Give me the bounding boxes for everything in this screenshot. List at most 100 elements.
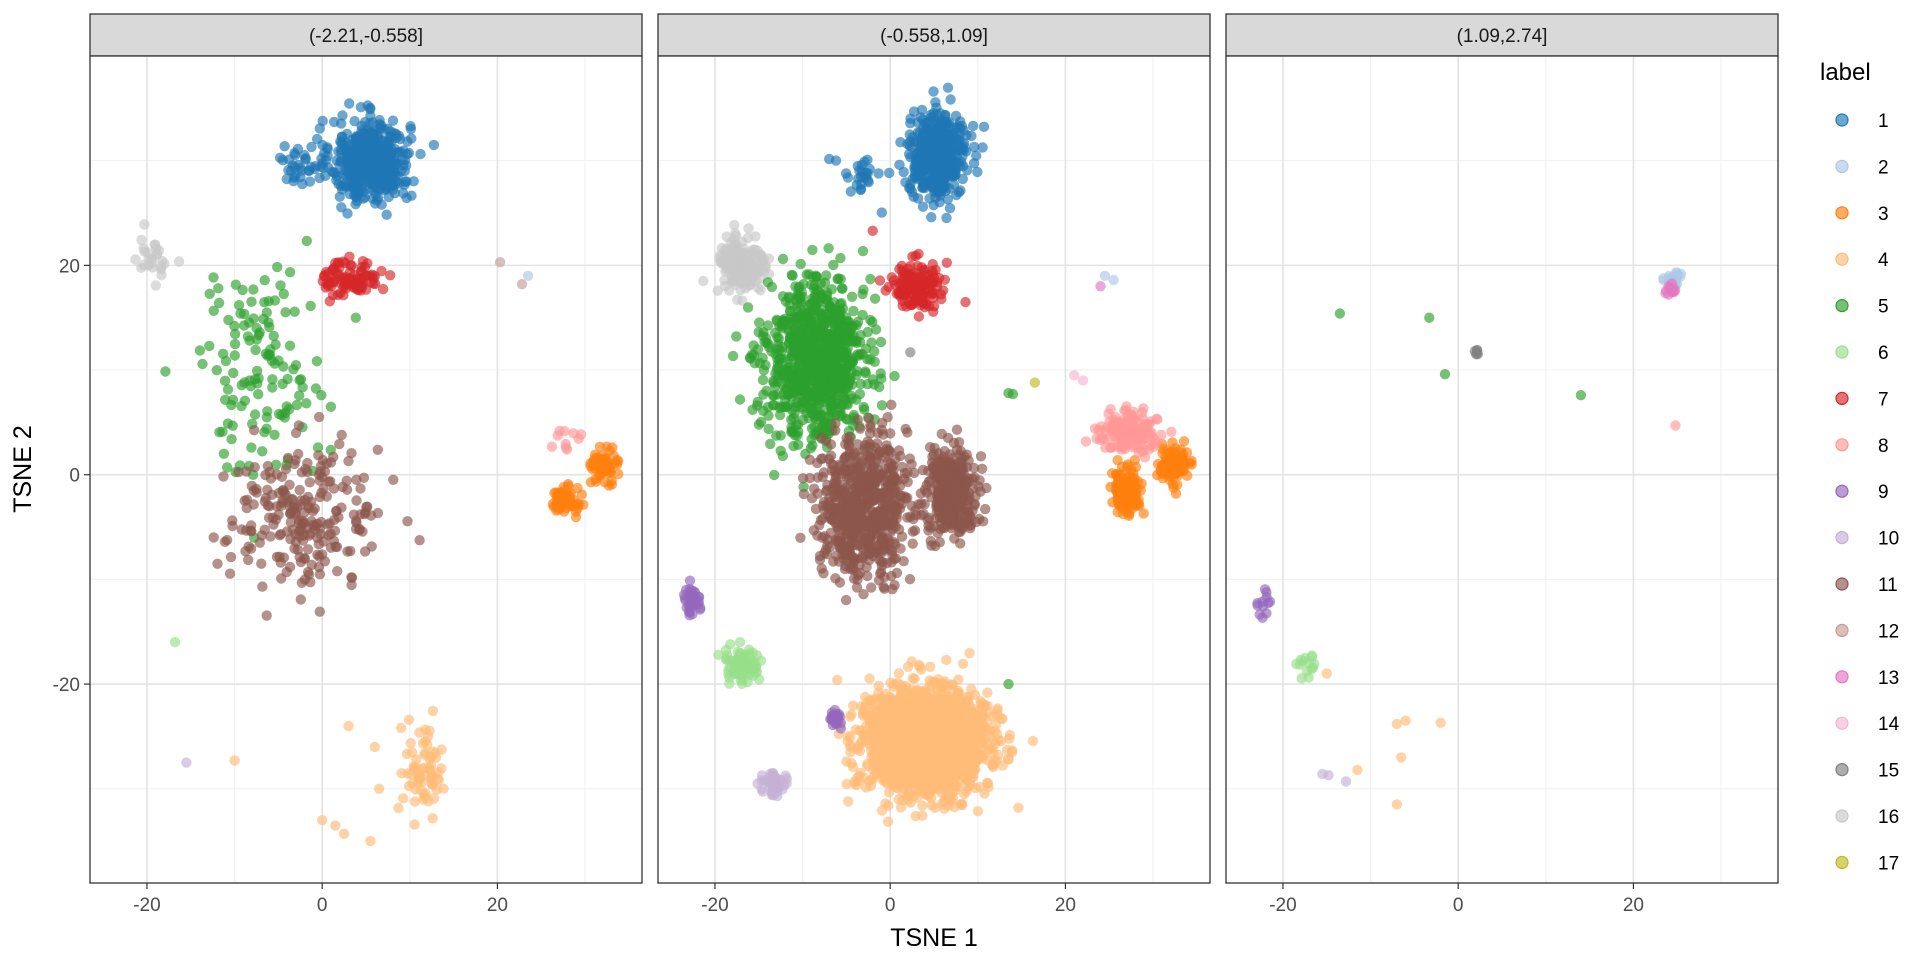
data-point-label-5 bbox=[227, 420, 238, 431]
data-point-label-1 bbox=[320, 170, 331, 181]
scatter-points bbox=[130, 98, 624, 847]
data-point-label-11 bbox=[268, 519, 279, 530]
data-point-label-11 bbox=[355, 483, 366, 494]
data-point-label-11 bbox=[969, 472, 980, 483]
data-point-label-5 bbox=[261, 307, 272, 318]
data-point-label-8 bbox=[1138, 426, 1149, 438]
data-point-label-1 bbox=[279, 141, 290, 152]
data-point-label-5 bbox=[801, 340, 813, 351]
data-point-label-5 bbox=[772, 389, 783, 400]
data-point-label-3 bbox=[604, 445, 615, 456]
data-point-label-1 bbox=[385, 156, 396, 167]
data-point-label-4 bbox=[1013, 802, 1024, 813]
data-point-label-7 bbox=[883, 281, 894, 293]
data-point-label-4 bbox=[373, 783, 385, 794]
data-point-label-1 bbox=[949, 147, 960, 159]
data-point-label-1 bbox=[932, 186, 943, 197]
data-point-label-1 bbox=[938, 168, 950, 180]
data-point-label-4 bbox=[409, 796, 421, 807]
data-point-label-11 bbox=[830, 495, 841, 506]
data-point-label-5 bbox=[818, 371, 830, 382]
data-point-label-5 bbox=[253, 329, 264, 341]
data-point-label-1 bbox=[405, 123, 417, 135]
data-point-label-1 bbox=[385, 181, 397, 192]
data-point-label-11 bbox=[818, 568, 829, 579]
data-point-label-1 bbox=[365, 159, 377, 170]
data-point-label-11 bbox=[341, 484, 353, 495]
x-tick-label: 20 bbox=[487, 895, 508, 916]
data-point-label-5 bbox=[229, 350, 240, 361]
data-point-label-5 bbox=[777, 315, 788, 326]
data-point-label-1 bbox=[967, 120, 979, 132]
data-point-label-1 bbox=[950, 110, 962, 122]
data-point-label-4 bbox=[406, 747, 418, 758]
data-point-label-5 bbox=[795, 355, 806, 366]
data-point-label-11 bbox=[908, 467, 920, 479]
data-point-label-11 bbox=[864, 459, 876, 470]
data-point-label-1 bbox=[873, 168, 884, 179]
data-point-label-7 bbox=[874, 275, 886, 286]
data-point-label-11 bbox=[841, 471, 852, 482]
data-point-label-5 bbox=[269, 429, 280, 440]
data-point-label-3 bbox=[1119, 473, 1130, 484]
data-point-label-3 bbox=[1118, 482, 1129, 494]
data-point-label-5 bbox=[228, 367, 239, 379]
data-point-label-11 bbox=[872, 438, 883, 449]
data-point-label-1 bbox=[381, 209, 392, 220]
data-point-label-5 bbox=[229, 320, 240, 332]
data-point-label-5 bbox=[834, 298, 846, 310]
data-point-label-11 bbox=[856, 552, 867, 564]
data-point-label-11 bbox=[265, 531, 276, 542]
data-point-label-4 bbox=[410, 762, 421, 773]
data-point-label-7 bbox=[935, 289, 947, 300]
data-point-label-5 bbox=[777, 450, 788, 462]
data-point-label-5 bbox=[297, 382, 308, 393]
data-point-label-1 bbox=[926, 212, 937, 223]
data-point-label-11 bbox=[212, 558, 223, 569]
x-tick-label: 0 bbox=[317, 895, 328, 916]
data-point-label-1 bbox=[953, 135, 965, 147]
data-point-label-5 bbox=[810, 270, 822, 281]
data-point-label-11 bbox=[241, 466, 252, 477]
data-point-label-7 bbox=[906, 283, 917, 294]
data-point-label-11 bbox=[274, 551, 285, 562]
data-point-label-1 bbox=[969, 141, 980, 153]
data-point-label-11 bbox=[280, 463, 292, 475]
data-point-label-5 bbox=[810, 317, 821, 328]
data-point-label-11 bbox=[295, 499, 306, 510]
data-point-label-4 bbox=[403, 714, 415, 725]
data-point-label-5 bbox=[259, 275, 270, 286]
data-point-label-5 bbox=[855, 330, 866, 341]
data-point-label-11 bbox=[414, 535, 425, 546]
data-point-label-7 bbox=[332, 257, 344, 268]
data-point-label-11 bbox=[910, 509, 922, 521]
data-point-label-5 bbox=[259, 297, 270, 308]
data-point-label-1 bbox=[944, 203, 956, 214]
y-tick-label: 0 bbox=[69, 466, 80, 487]
data-point-label-11 bbox=[289, 543, 300, 554]
data-point-label-5 bbox=[827, 347, 838, 358]
data-point-label-16 bbox=[742, 261, 753, 273]
data-point-label-9 bbox=[684, 584, 695, 595]
data-point-label-16 bbox=[151, 249, 163, 260]
data-point-label-11 bbox=[249, 462, 260, 473]
data-point-label-11 bbox=[284, 561, 296, 573]
data-point-label-5 bbox=[807, 244, 818, 256]
data-point-label-11 bbox=[806, 493, 818, 504]
data-point-label-11 bbox=[821, 484, 833, 496]
data-point-label-7 bbox=[356, 261, 368, 273]
data-point-label-5 bbox=[350, 312, 361, 323]
data-point-label-5 bbox=[889, 370, 900, 382]
data-point-label-1 bbox=[384, 134, 395, 145]
data-point-label-11 bbox=[240, 546, 251, 557]
data-point-label-6 bbox=[724, 678, 735, 689]
data-point-label-11 bbox=[831, 550, 842, 561]
data-point-label-11 bbox=[878, 581, 889, 593]
data-point-label-5 bbox=[734, 394, 746, 405]
data-point-label-6 bbox=[743, 663, 754, 674]
data-point-label-1 bbox=[334, 191, 345, 202]
data-point-label-5 bbox=[288, 364, 299, 375]
data-point-label-11 bbox=[830, 471, 842, 482]
data-point-label-5 bbox=[219, 375, 231, 386]
data-point-label-1 bbox=[851, 179, 862, 191]
